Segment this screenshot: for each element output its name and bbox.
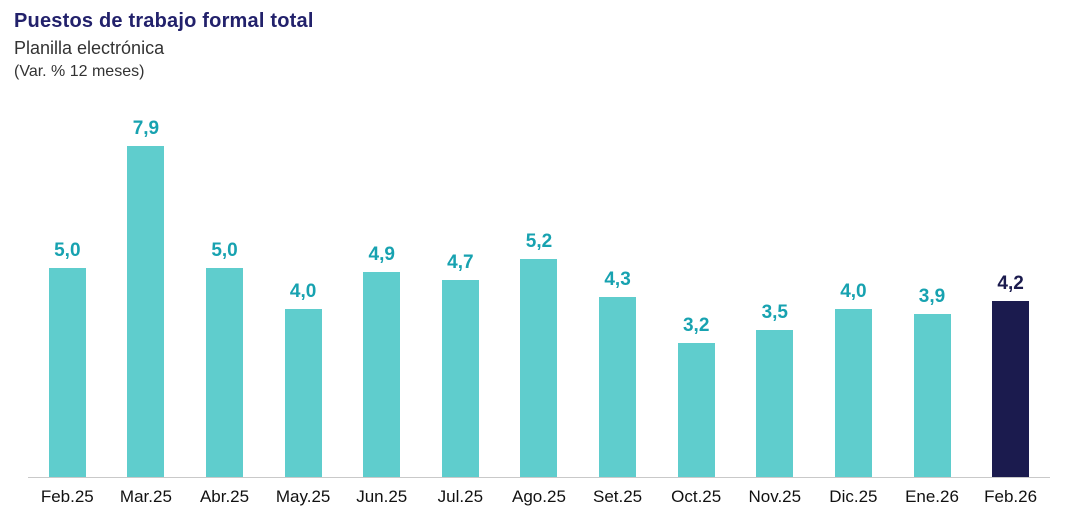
bar	[599, 297, 637, 477]
bar	[756, 330, 794, 477]
chart-unit-note: (Var. % 12 meses)	[14, 63, 145, 80]
bar	[206, 268, 244, 477]
bar-value-label: 5,0	[211, 240, 238, 261]
bar	[677, 343, 715, 477]
bar	[520, 259, 558, 477]
bar-value-label: 4,7	[447, 252, 474, 273]
chart-header: Puestos de trabajo formal total Planilla…	[0, 0, 1070, 81]
bar-column: 4,7	[421, 252, 500, 477]
bar-value-label: 3,2	[682, 315, 710, 336]
bar-chart: 5,0 7,9 5,0 4,0 4,9 4,7 5,2 4,3 3,2 3,5 4,0 3,9 4,2 …	[28, 108, 1050, 507]
bar-value-label: 3,5	[761, 302, 788, 323]
bar	[284, 309, 322, 477]
bar-column: 3,9	[893, 286, 972, 477]
bar-value-label: 5,0	[54, 240, 81, 261]
bar-column: 4,0	[264, 281, 343, 477]
bar	[913, 314, 951, 477]
x-tick-label: Ene.26	[905, 487, 959, 506]
bar-column: 5,2	[500, 231, 579, 477]
x-tick-label: Mar.25	[119, 487, 172, 506]
x-tick-label: Abr.25	[199, 487, 250, 506]
bar-value-label: 7,9	[132, 118, 160, 139]
bar-column: 4,3	[578, 269, 657, 477]
bar-value-label: 3,9	[918, 286, 946, 307]
bar-value-label: 4,0	[289, 281, 317, 302]
x-tick-label: Jun.25	[356, 487, 408, 506]
x-tick-label: Set.25	[592, 487, 643, 506]
x-tick-label: May.25	[275, 487, 331, 506]
bars-row: 5,0 7,9 5,0 4,0 4,9 4,7 5,2 4,3 3,2 3,5 4,0 3,9 4,2	[28, 108, 1050, 478]
x-tick-label: Dic.25	[829, 487, 878, 506]
x-axis-labels: Feb.25 Mar.25 Abr.25 May.25 Jun.25 Jul.25 Ago.…	[28, 478, 1050, 507]
x-tick-label: Ago.25	[512, 487, 566, 506]
bar	[834, 309, 872, 477]
bar-value-label: 4,2	[997, 273, 1024, 294]
bar-column: 4,2	[971, 273, 1050, 477]
bar-column: 3,2	[657, 315, 736, 477]
chart-subtitle: Planilla electrónica	[14, 38, 165, 58]
bar	[127, 146, 165, 477]
bar	[992, 301, 1030, 477]
bar-column: 4,9	[342, 244, 421, 477]
bar-value-label: 5,2	[525, 231, 553, 252]
bar	[441, 280, 479, 477]
bar-column: 7,9	[107, 118, 186, 477]
bar-value-label: 4,3	[604, 269, 631, 290]
x-tick-label: Feb.25	[40, 487, 94, 506]
bar-column: 3,5	[735, 302, 814, 477]
bar-column: 5,0	[28, 240, 107, 477]
bar-value-label: 4,9	[368, 244, 395, 265]
bar-value-label: 4,0	[840, 281, 867, 302]
bar-column: 5,0	[185, 240, 264, 477]
x-tick-label: Feb.26	[984, 487, 1038, 506]
x-tick-label: Nov.25	[748, 487, 802, 506]
bar	[363, 272, 401, 477]
x-tick-label: Oct.25	[671, 487, 722, 506]
bar	[48, 268, 86, 477]
chart-title: Puestos de trabajo formal total	[14, 10, 314, 32]
bar-column: 4,0	[814, 281, 893, 477]
x-tick-label: Jul.25	[437, 487, 484, 506]
